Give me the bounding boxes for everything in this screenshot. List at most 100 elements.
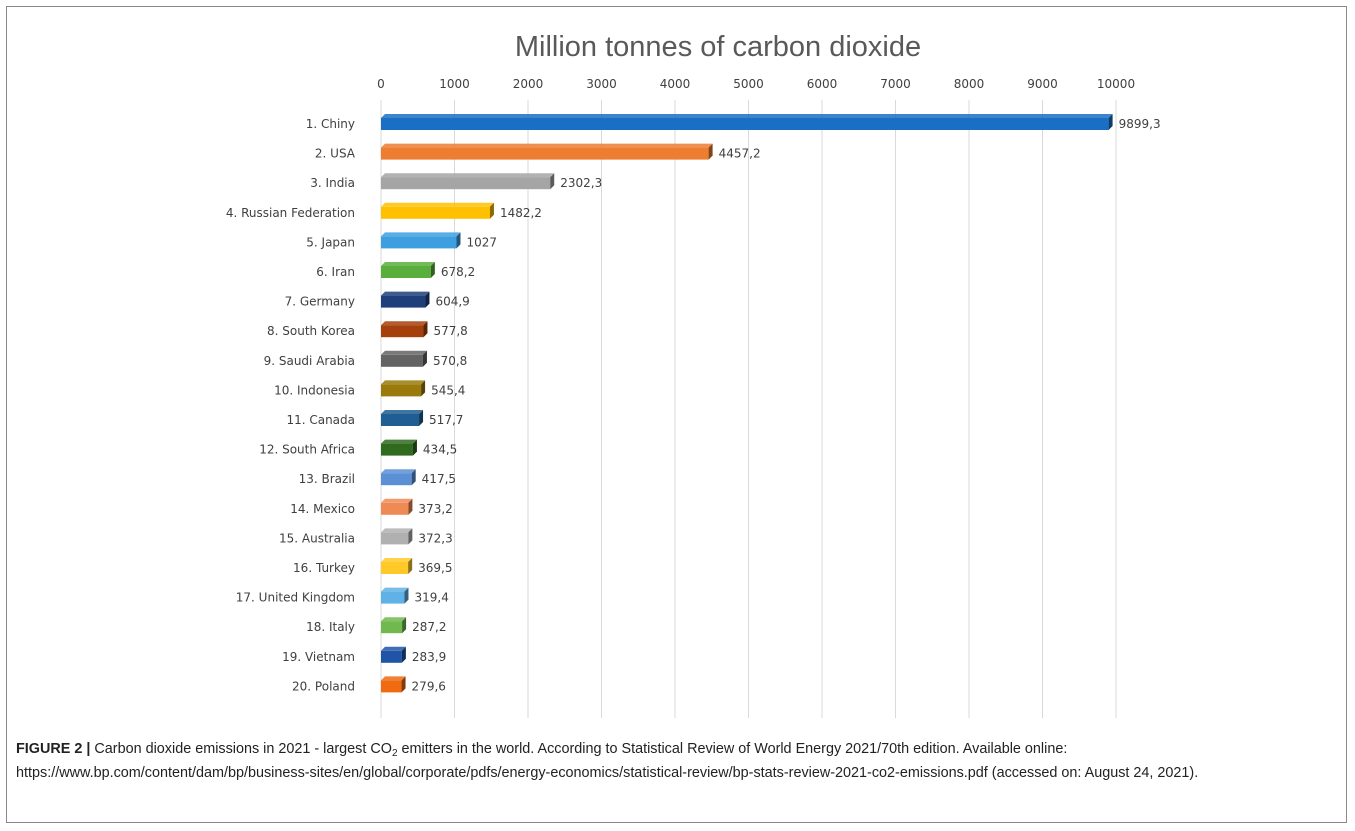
bar-end-face [456, 232, 461, 249]
bar-front-face [381, 266, 431, 278]
data-label: 434,5 [423, 443, 457, 457]
bar-top-face [381, 173, 555, 178]
x-tick-label: 3000 [586, 77, 617, 91]
bar [381, 528, 413, 545]
bar-front-face [381, 502, 409, 515]
bar-end-face [408, 528, 413, 545]
bar [381, 646, 406, 663]
category-label: 4. Russian Federation [226, 206, 355, 220]
x-tick-label: 1000 [439, 77, 470, 91]
category-label: 14. Mexico [290, 502, 355, 516]
category-label: 9. Saudi Arabia [264, 354, 355, 368]
category-label: 18. Italy [306, 620, 355, 634]
bar-top-face [381, 202, 494, 207]
bar-top-face [381, 114, 1113, 118]
bar-end-face [422, 350, 427, 367]
bar-front-face [381, 680, 402, 693]
x-tick-label: 4000 [660, 77, 691, 91]
bar-top-face [381, 321, 428, 326]
x-axis-ticks: 0 1000 2000 3000 4000 5000 6000 7000 8000 9000 100… [377, 77, 1135, 91]
bar-top-face [381, 469, 416, 474]
x-tick-label: 2000 [513, 77, 544, 91]
data-label: 283,9 [412, 650, 446, 664]
data-label: 373,2 [418, 502, 452, 516]
bar-top-face [381, 558, 413, 562]
x-tick-label: 8000 [954, 77, 985, 91]
caption-subscript: 2 [391, 748, 398, 759]
bar-top-face [381, 439, 417, 444]
bar-top-face [381, 350, 427, 355]
x-tick-label: 7000 [880, 77, 911, 91]
bar [381, 350, 427, 367]
bar-end-face [423, 321, 428, 338]
bar-front-face [381, 118, 1109, 130]
bar-front-face [381, 532, 409, 545]
category-label: 2. USA [315, 147, 356, 161]
figure-label: FIGURE 2 | [16, 741, 91, 757]
category-label: 8. South Korea [267, 324, 355, 338]
bar-front-face [381, 414, 420, 426]
bar-end-face [1108, 114, 1113, 130]
bar-front-face [381, 177, 551, 190]
figure-frame [6, 6, 1347, 823]
bar [381, 202, 494, 219]
data-label: 9899,3 [1119, 117, 1161, 131]
category-label: 3. India [310, 176, 355, 190]
bar-end-face [401, 646, 406, 663]
bar-front-face [381, 354, 423, 367]
category-label: 17. United Kingdom [236, 591, 355, 605]
bar-front-face [381, 650, 402, 663]
category-label: 19. Vietnam [282, 650, 355, 664]
bar-front-face [381, 621, 403, 634]
bar [381, 558, 413, 574]
bar-top-face [381, 617, 407, 622]
bar-front-face [381, 325, 424, 338]
category-label: 10. Indonesia [274, 383, 355, 397]
bar [381, 173, 555, 190]
caption-text-before-sub: Carbon dioxide emissions in 2021 - large… [90, 741, 392, 757]
bar-top-face [381, 410, 424, 414]
data-label: 678,2 [441, 265, 475, 279]
bars [381, 114, 1113, 693]
bar [381, 262, 435, 278]
category-label: 11. Canada [286, 413, 355, 427]
bar-top-face [381, 291, 430, 296]
bar-end-face [401, 676, 406, 693]
bar-end-face [708, 143, 713, 160]
category-label: 5. Japan [306, 235, 355, 249]
category-label: 15. Australia [279, 531, 355, 545]
bar [381, 232, 461, 249]
data-label: 1027 [466, 235, 497, 249]
bar-top-face [381, 232, 461, 237]
category-label: 6. Iran [316, 265, 355, 279]
bar-chart: Million tonnes of carbon dioxide 0 1000 20… [226, 31, 1161, 718]
bar-front-face [381, 443, 413, 456]
bar-top-face [381, 587, 409, 592]
data-label: 1482,2 [500, 206, 542, 220]
bar-top-face [381, 262, 435, 266]
data-label: 604,9 [435, 295, 469, 309]
bar [381, 380, 426, 397]
x-tick-label: 10000 [1097, 77, 1135, 91]
bar-top-face [381, 380, 426, 385]
bar [381, 676, 406, 693]
bar [381, 321, 428, 338]
gridlines [380, 100, 1117, 718]
bar-end-face [408, 558, 413, 574]
bar-end-face [550, 173, 555, 190]
bar [381, 498, 413, 515]
bar-front-face [381, 562, 409, 574]
bar-top-face [381, 676, 406, 681]
data-label: 319,4 [414, 591, 448, 605]
category-label: 20. Poland [292, 679, 355, 693]
category-label: 12. South Africa [259, 443, 355, 457]
caption-text-after-sub: emitters in the world. According to Stat… [16, 741, 1199, 781]
data-label: 2302,3 [560, 176, 602, 190]
x-tick-label: 6000 [807, 77, 838, 91]
bar-end-face [421, 380, 426, 397]
figure-caption: FIGURE 2 | Carbon dioxide emissions in 2… [16, 737, 1336, 785]
bar [381, 617, 407, 634]
bar-top-face [381, 498, 413, 503]
bar-end-face [412, 439, 417, 456]
bar-front-face [381, 206, 490, 219]
